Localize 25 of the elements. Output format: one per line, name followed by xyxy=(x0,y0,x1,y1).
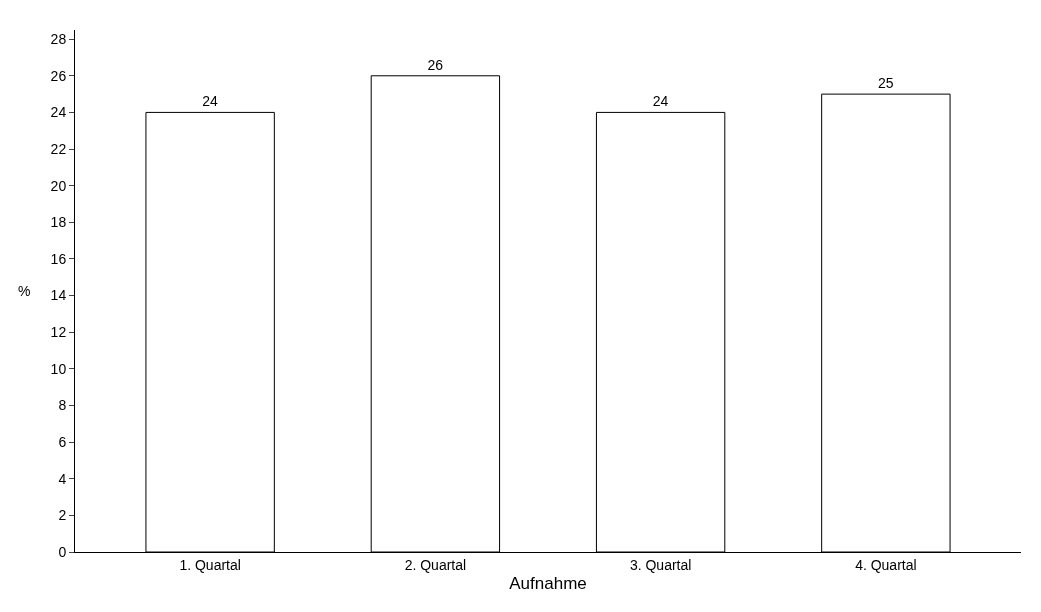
y-tick-label: 26 xyxy=(50,67,67,84)
y-tick-label: 20 xyxy=(50,177,67,194)
data-label: 26 xyxy=(427,56,444,73)
y-tick-label: 24 xyxy=(50,104,67,121)
y-axis-title: % xyxy=(18,283,31,299)
y-tick-label: 14 xyxy=(50,287,67,304)
y-tick-label: 16 xyxy=(50,250,67,267)
y-tick-label: 2 xyxy=(58,507,67,524)
y-tick-label: 18 xyxy=(50,214,67,231)
x-tick-label: 4. Quartal xyxy=(855,556,917,573)
x-axis-title: Aufnahme xyxy=(509,574,587,594)
y-tick-label: 8 xyxy=(58,397,67,414)
x-tick-label: 3. Quartal xyxy=(629,556,692,573)
x-tick-label: 2. Quartal xyxy=(404,556,467,573)
x-tick-label: 1. Quartal xyxy=(179,556,241,573)
y-tick-label: 4 xyxy=(58,470,67,487)
y-tick-label: 28 xyxy=(50,31,67,48)
y-tick-label: 22 xyxy=(50,140,67,157)
y-tick-label: 10 xyxy=(50,360,67,377)
y-tick-label: 0 xyxy=(58,543,67,560)
data-label: 24 xyxy=(652,93,669,110)
data-label: 25 xyxy=(877,75,894,92)
y-tick-label: 12 xyxy=(50,324,67,341)
y-tick-label: 6 xyxy=(58,434,67,451)
data-label: 24 xyxy=(202,93,219,110)
